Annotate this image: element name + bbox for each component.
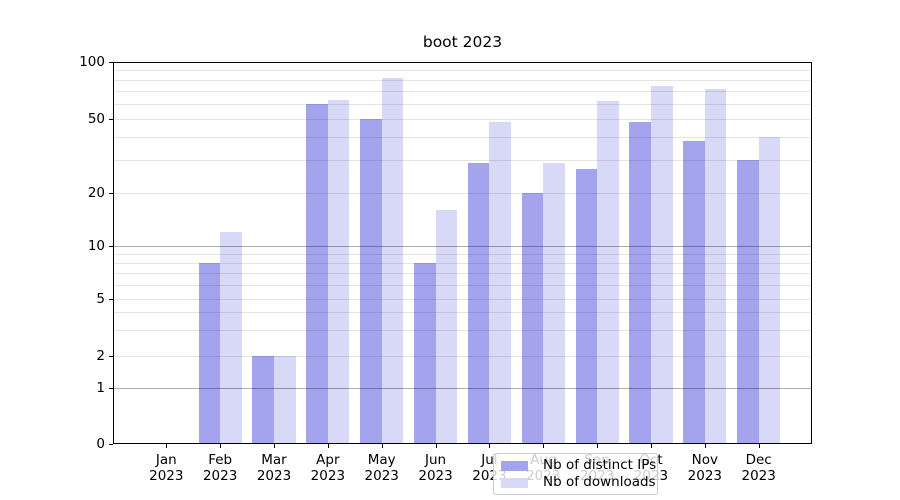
bar-distinct_ips-jul — [467, 163, 490, 444]
y-tick-mark — [109, 245, 113, 247]
y-tick-label: 5 — [96, 291, 105, 307]
plot-area: Nb of distinct IPs Nb of downloads — [113, 62, 812, 495]
x-tick-mark — [435, 444, 437, 448]
bar-distinct_ips-apr — [306, 104, 328, 444]
y-tick-mark — [109, 192, 113, 194]
x-tick-mark — [597, 444, 599, 448]
x-tick-mark — [220, 444, 222, 448]
x-tick-label-mar: Mar 2023 — [256, 452, 292, 484]
bar-distinct_ips-feb — [198, 263, 221, 444]
y-tick-label: 50 — [87, 111, 105, 127]
minor-gridline — [113, 312, 812, 314]
minor-gridline — [113, 298, 812, 300]
y-tick-mark — [109, 443, 113, 445]
y-tick-label: 100 — [79, 54, 105, 70]
x-tick-label-feb: Feb 2023 — [202, 452, 238, 484]
y-tick-label: 0 — [96, 436, 105, 452]
bar-downloads-jun — [435, 210, 458, 444]
x-tick-mark — [758, 444, 760, 448]
x-tick-mark — [650, 444, 652, 448]
legend-label: Nb of downloads — [543, 474, 656, 490]
y-tick-label: 2 — [96, 348, 105, 364]
y-tick-label: 1 — [96, 380, 105, 396]
x-tick-mark — [327, 444, 329, 448]
minor-gridline — [113, 262, 812, 264]
x-tick-label-dec: Dec 2023 — [741, 452, 776, 484]
y-tick-mark — [109, 61, 113, 63]
x-tick-label-may: May 2023 — [364, 452, 399, 484]
bar-distinct_ips-mar — [252, 356, 274, 444]
minor-gridline — [113, 70, 812, 72]
bar-distinct_ips-sep — [575, 168, 598, 444]
bar-downloads-nov — [704, 89, 727, 444]
y-tick-mark — [109, 387, 113, 389]
x-tick-label-jan: Jan 2023 — [149, 452, 184, 484]
x-tick-mark — [543, 444, 545, 448]
bar-distinct_ips-may — [360, 119, 382, 444]
y-tick-mark — [109, 298, 113, 300]
bar-downloads-dec — [758, 137, 781, 444]
bar-distinct_ips-jun — [414, 263, 436, 444]
minor-gridline — [113, 90, 812, 92]
legend-item-distinct-ips: Nb of distinct IPs — [501, 458, 656, 473]
legend-swatch-distinct-ips — [501, 460, 528, 471]
bar-downloads-feb — [220, 232, 242, 444]
x-tick-mark — [489, 444, 491, 448]
minor-gridline — [113, 103, 812, 105]
x-tick-label-jun: Jun 2023 — [418, 452, 453, 484]
x-tick-mark — [274, 444, 276, 448]
x-tick-mark — [704, 444, 706, 448]
minor-gridline — [113, 192, 812, 194]
bar-downloads-jul — [489, 122, 511, 444]
y-tick-mark — [109, 118, 113, 120]
bar-downloads-oct — [650, 85, 673, 444]
x-tick-mark — [166, 444, 168, 448]
minor-gridline — [113, 284, 812, 286]
bar-downloads-aug — [543, 163, 565, 444]
chart-title: boot 2023 — [422, 33, 503, 51]
bar-distinct_ips-aug — [521, 193, 544, 444]
minor-gridline — [113, 355, 812, 357]
legend-swatch-downloads — [501, 477, 528, 488]
minor-gridline — [113, 136, 812, 138]
bar-downloads-may — [381, 78, 404, 444]
bar-downloads-apr — [327, 100, 350, 444]
y-tick-label: 20 — [87, 185, 105, 201]
bar-distinct_ips-dec — [737, 160, 759, 444]
minor-gridline — [113, 253, 812, 255]
x-tick-label-nov: Nov 2023 — [687, 452, 722, 484]
legend: Nb of distinct IPs Nb of downloads — [493, 453, 658, 495]
x-tick-label-apr: Apr 2023 — [310, 452, 346, 484]
y-tick-label: 10 — [87, 238, 105, 254]
bar-downloads-mar — [274, 356, 296, 444]
minor-gridline — [113, 330, 812, 332]
minor-gridline — [113, 79, 812, 81]
major-gridline — [113, 387, 812, 389]
x-tick-mark — [381, 444, 383, 448]
bar-distinct_ips-oct — [629, 122, 651, 444]
minor-gridline — [113, 159, 812, 161]
legend-item-downloads: Nb of downloads — [501, 475, 656, 490]
bar-downloads-sep — [597, 101, 619, 444]
major-gridline — [113, 245, 812, 247]
y-tick-mark — [109, 355, 113, 357]
legend-label: Nb of distinct IPs — [543, 457, 657, 473]
minor-gridline — [113, 118, 812, 120]
minor-gridline — [113, 272, 812, 274]
bar-distinct_ips-nov — [683, 141, 705, 444]
